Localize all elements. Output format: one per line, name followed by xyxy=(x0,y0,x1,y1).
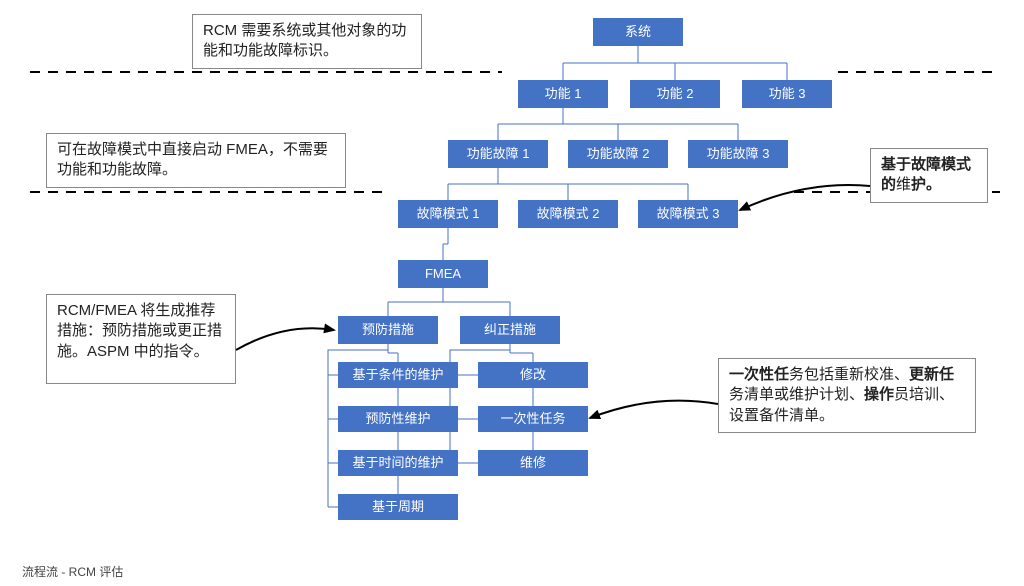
node-fm3: 故障模式 3 xyxy=(638,200,738,228)
callout-c2: 可在故障模式中直接启动 FMEA，不需要功能和功能故障。 xyxy=(46,133,346,188)
node-corr: 纠正措施 xyxy=(460,316,560,344)
node-cyc: 基于周期 xyxy=(338,494,458,520)
node-onetime: 一次性任务 xyxy=(478,406,588,432)
node-ff3: 功能故障 3 xyxy=(688,140,788,168)
node-func3: 功能 3 xyxy=(742,80,832,108)
node-pm: 预防性维护 xyxy=(338,406,458,432)
node-fmea: FMEA xyxy=(398,260,488,288)
node-func2: 功能 2 xyxy=(630,80,720,108)
callout-c1: RCM 需要系统或其他对象的功能和功能故障标识。 xyxy=(192,14,422,69)
connector-layer xyxy=(0,0,1024,586)
node-cbm: 基于条件的维护 xyxy=(338,362,458,388)
node-tbm: 基于时间的维护 xyxy=(338,450,458,476)
callout-c3: 基于故障模式的维护。 xyxy=(870,148,988,203)
callout-c4: RCM/FMEA 将生成推荐措施：预防措施或更正措施。ASPM 中的指令。 xyxy=(46,294,236,384)
node-ff2: 功能故障 2 xyxy=(568,140,668,168)
node-func1: 功能 1 xyxy=(518,80,608,108)
node-mod: 修改 xyxy=(478,362,588,388)
node-repair: 维修 xyxy=(478,450,588,476)
node-ff1: 功能故障 1 xyxy=(448,140,548,168)
node-prev: 预防措施 xyxy=(338,316,438,344)
node-fm1: 故障模式 1 xyxy=(398,200,498,228)
callout-c5: 一次性任务包括重新校准、更新任务清单或维护计划、操作员培训、设置备件清单。 xyxy=(718,358,976,433)
node-fm2: 故障模式 2 xyxy=(518,200,618,228)
node-system: 系统 xyxy=(593,18,683,46)
